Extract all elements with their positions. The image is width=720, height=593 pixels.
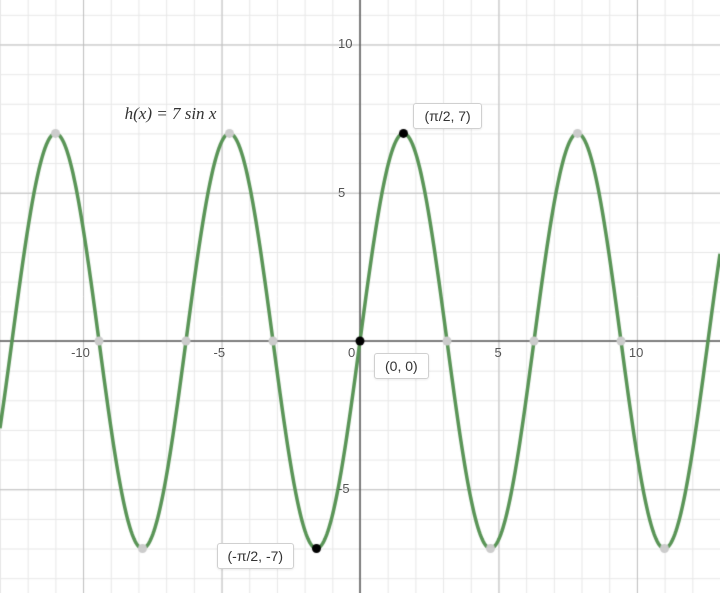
y-tick-label: 5 <box>338 185 345 200</box>
y-tick-label: -5 <box>338 481 350 496</box>
point-label: (-π/2, -7) <box>217 543 295 569</box>
point-label: (0, 0) <box>374 353 429 379</box>
x-tick-label: -10 <box>71 345 90 360</box>
point-label: (π/2, 7) <box>413 103 481 129</box>
x-tick-label: -5 <box>214 345 226 360</box>
function-graph-canvas <box>0 0 720 593</box>
x-tick-label: 5 <box>494 345 501 360</box>
equation-label: h(x) = 7 sin x <box>125 104 217 124</box>
y-tick-label: 10 <box>338 36 352 51</box>
x-tick-label: 0 <box>348 345 355 360</box>
x-tick-label: 10 <box>629 345 643 360</box>
